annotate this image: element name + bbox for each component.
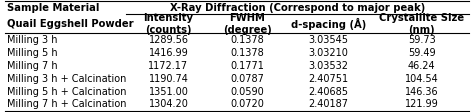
Text: 1190.74: 1190.74 (148, 74, 189, 84)
Text: Milling 7 h + Calcination: Milling 7 h + Calcination (7, 99, 127, 109)
Text: 2.40751: 2.40751 (309, 74, 349, 84)
Text: Milling 3 h + Calcination: Milling 3 h + Calcination (7, 74, 127, 84)
Text: 59.73: 59.73 (408, 35, 436, 45)
Text: 0.0787: 0.0787 (230, 74, 264, 84)
Text: 1416.99: 1416.99 (149, 48, 188, 58)
Text: 1351.00: 1351.00 (148, 86, 189, 97)
Text: d-spacing (Å): d-spacing (Å) (291, 18, 366, 30)
Text: 2.40187: 2.40187 (309, 99, 349, 109)
Text: 146.36: 146.36 (405, 86, 438, 97)
Text: 121.99: 121.99 (405, 99, 438, 109)
Text: 0.1378: 0.1378 (230, 48, 264, 58)
Text: 2.40685: 2.40685 (309, 86, 349, 97)
Text: 0.0720: 0.0720 (230, 99, 264, 109)
Text: 46.24: 46.24 (408, 61, 436, 71)
Text: 104.54: 104.54 (405, 74, 438, 84)
Text: 59.49: 59.49 (408, 48, 436, 58)
Text: FWHM
(degree): FWHM (degree) (223, 13, 272, 34)
Text: X-Ray Diffraction (Correspond to major peak): X-Ray Diffraction (Correspond to major p… (170, 3, 425, 13)
Text: 0.0590: 0.0590 (230, 86, 264, 97)
Text: Milling 3 h: Milling 3 h (7, 35, 57, 45)
Text: 0.1771: 0.1771 (230, 61, 264, 71)
Text: 3.03545: 3.03545 (309, 35, 349, 45)
Text: 1304.20: 1304.20 (148, 99, 189, 109)
Text: 3.03210: 3.03210 (309, 48, 349, 58)
Text: Intensity
(counts): Intensity (counts) (144, 13, 193, 34)
Text: 1289.56: 1289.56 (148, 35, 189, 45)
Text: Milling 5 h: Milling 5 h (7, 48, 58, 58)
Text: Sample Material: Sample Material (7, 3, 100, 13)
Text: 3.03532: 3.03532 (309, 61, 349, 71)
Text: 1172.17: 1172.17 (148, 61, 189, 71)
Text: Crystallite Size
(nm): Crystallite Size (nm) (379, 13, 464, 34)
Text: 0.1378: 0.1378 (230, 35, 264, 45)
Text: Milling 5 h + Calcination: Milling 5 h + Calcination (7, 86, 127, 97)
Text: Quail Eggshell Powder: Quail Eggshell Powder (7, 19, 134, 29)
Text: Milling 7 h: Milling 7 h (7, 61, 58, 71)
